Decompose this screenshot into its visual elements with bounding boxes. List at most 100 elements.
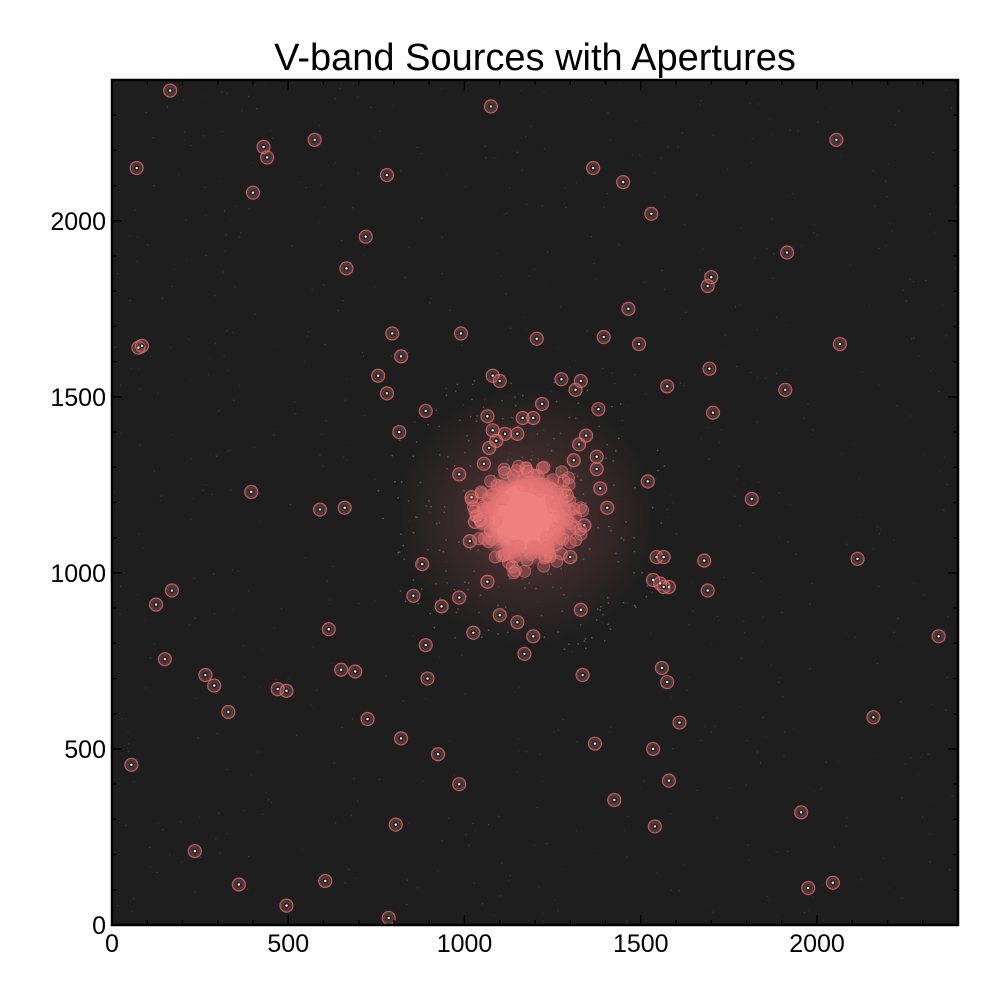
noise-dot (776, 851, 779, 853)
aperture-star (491, 429, 494, 432)
y-tick-labels: 0 500 1000 1500 2000 (50, 208, 106, 940)
noise-dot (190, 519, 192, 521)
halo-star (457, 608, 459, 610)
noise-dot (893, 631, 895, 633)
noise-dot (946, 483, 948, 486)
aperture-point (164, 583, 180, 598)
aperture-point (644, 206, 659, 221)
y-tick-label: 2000 (50, 208, 106, 236)
noise-dot (756, 421, 758, 423)
halo-star (573, 472, 576, 475)
halo-star (560, 470, 562, 473)
noise-dot (712, 911, 714, 913)
aperture-point (321, 622, 336, 637)
noise-dot (197, 737, 199, 739)
noise-dot (416, 887, 418, 889)
noise-dot (854, 636, 856, 638)
aperture-star (387, 916, 390, 920)
halo-star (403, 558, 406, 561)
aperture-point (645, 741, 661, 757)
halo-star (504, 606, 507, 608)
aperture-star (667, 779, 671, 782)
noise-dot (169, 854, 171, 856)
noise-dot (739, 525, 741, 527)
aperture-point (526, 629, 541, 644)
noise-dot (714, 725, 716, 727)
noise-dot (237, 570, 239, 572)
noise-dot (400, 170, 402, 172)
aperture-star (354, 670, 357, 673)
noise-dot (294, 401, 296, 403)
halo-star (439, 597, 441, 600)
halo-star (561, 610, 564, 613)
aperture-star (440, 605, 443, 608)
halo-star (481, 466, 483, 469)
halo-star (476, 415, 479, 417)
noise-dot (270, 130, 272, 132)
noise-dot (663, 196, 665, 198)
noise-dot (370, 106, 372, 108)
halo-star (535, 587, 537, 590)
halo-star (412, 579, 415, 581)
aperture-point (825, 875, 840, 890)
aperture-star (646, 480, 649, 483)
aperture-point (492, 608, 507, 623)
noise-dot (430, 297, 432, 299)
aperture-point (379, 167, 395, 183)
noise-dot (723, 576, 725, 578)
noise-dot (530, 125, 532, 127)
noise-dot (611, 372, 613, 374)
noise-dot (877, 755, 879, 757)
noise-dot (274, 345, 276, 347)
aperture-point (393, 731, 409, 746)
aperture-star (627, 307, 630, 311)
noise-dot (199, 816, 201, 818)
noise-dot (803, 417, 805, 419)
noise-dot (321, 433, 323, 435)
noise-dot (509, 187, 511, 189)
noise-dot (330, 603, 332, 605)
noise-dot (425, 698, 427, 700)
aperture-star (593, 742, 597, 745)
noise-dot (876, 663, 878, 665)
halo-star (464, 451, 466, 454)
noise-dot (825, 761, 827, 763)
halo-star (407, 500, 410, 502)
halo-star (511, 416, 513, 419)
noise-dot (727, 168, 729, 170)
noise-dot (927, 753, 929, 755)
noise-dot (845, 632, 847, 634)
noise-dot (215, 838, 217, 840)
noise-dot (724, 351, 726, 353)
noise-dot (505, 212, 508, 214)
halo-star (428, 500, 430, 502)
noise-dot (674, 674, 676, 676)
noise-dot (591, 99, 593, 101)
halo-star (633, 571, 635, 574)
noise-dot (194, 698, 196, 700)
noise-dot (123, 572, 125, 574)
noise-dot (777, 915, 779, 917)
noise-dot (221, 694, 223, 696)
noise-dot (750, 162, 752, 164)
noise-dot (171, 285, 173, 287)
noise-dot (318, 221, 320, 224)
noise-dot (116, 253, 118, 255)
noise-dot (153, 470, 156, 472)
noise-dot (402, 700, 404, 702)
halo-star (400, 533, 402, 536)
halo-star (446, 582, 448, 584)
noise-dot (280, 608, 283, 610)
halo-star (663, 465, 666, 467)
halo-star (415, 441, 418, 443)
noise-dot (526, 751, 528, 753)
noise-dot (167, 106, 169, 108)
halo-star (445, 394, 448, 397)
noise-dot (762, 716, 764, 718)
aperture-point (661, 773, 677, 788)
noise-dot (720, 429, 722, 431)
noise-dot (339, 87, 341, 90)
noise-dot (514, 691, 516, 693)
noise-dot (119, 384, 122, 386)
noise-dot (858, 514, 860, 516)
